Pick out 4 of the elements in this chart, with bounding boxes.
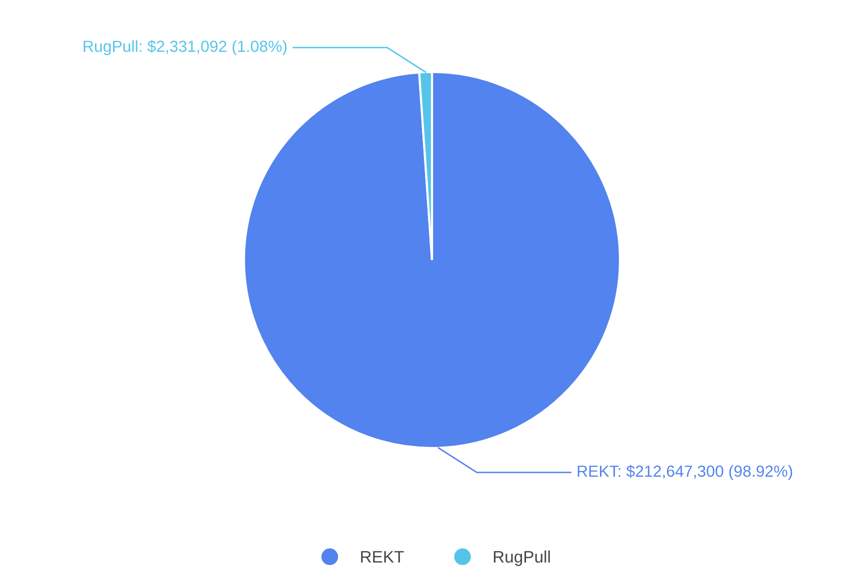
legend-label: REKT	[361, 551, 404, 563]
legend-label: RugPull	[494, 550, 550, 566]
data-label: RugPull: $2,331,092 (1.08%)	[84, 40, 287, 56]
data-label: REKT: $212,647,300 (98.92%)	[578, 464, 792, 480]
